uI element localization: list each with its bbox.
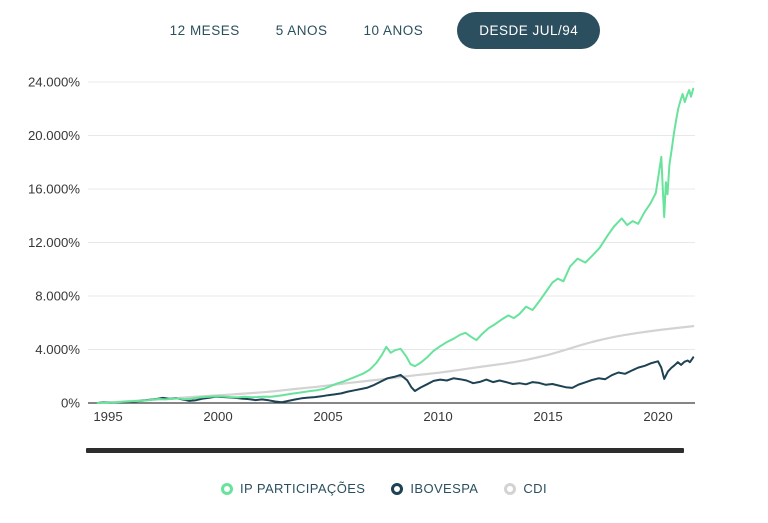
x-axis-tick-label: 1995 [93,409,122,424]
y-axis-tick-label: 0% [61,396,80,411]
y-axis-tick-label: 16.000% [28,182,80,197]
x-axis-tick-label: 2000 [203,409,232,424]
tab-5-anos[interactable]: 5 ANOS [274,19,330,42]
y-axis-tick-label: 20.000% [28,128,80,143]
series-ibovespa-line [96,356,695,404]
tab-12-meses[interactable]: 12 MESES [168,19,242,42]
y-axis-tick-label: 12.000% [28,235,80,250]
ibovespa-marker-icon [391,482,404,495]
y-axis-tick-label: 24.000% [28,75,80,90]
chart-legend: IP PARTICIPAÇÕES IBOVESPA CDI [0,481,768,496]
tab-10-anos[interactable]: 10 ANOS [361,19,425,42]
legend-item-ip-participacoes[interactable]: IP PARTICIPAÇÕES [221,481,365,496]
legend-label: IBOVESPA [410,481,479,496]
legend-label: IP PARTICIPAÇÕES [240,481,366,496]
x-axis-tick-label: 2015 [533,409,562,424]
y-axis-tick-label: 4.000% [35,342,80,357]
chart-canvas[interactable]: 0% 4.000% 8.000% 12.000% 16.000% 20.000% 24.00… [0,0,768,445]
series-cdi-line [96,325,695,405]
tab-desde-jul94[interactable]: DESDE JUL/94 [457,12,601,49]
x-axis-tick-label: 2005 [313,409,342,424]
x-axis-tick-label: 2020 [643,409,672,424]
cdi-marker-icon [504,482,517,495]
ip-participacoes-marker-icon [221,482,234,495]
thick-divider-bar [86,448,684,453]
legend-label: CDI [523,481,547,496]
series-ip-participacoes-line [96,87,695,404]
period-tabs: 12 MESES 5 ANOS 10 ANOS DESDE JUL/94 [0,12,768,49]
legend-item-ibovespa[interactable]: IBOVESPA [391,481,478,496]
y-axis-tick-label: 8.000% [35,289,80,304]
legend-item-cdi[interactable]: CDI [504,481,547,496]
x-axis-tick-label: 2010 [423,409,452,424]
